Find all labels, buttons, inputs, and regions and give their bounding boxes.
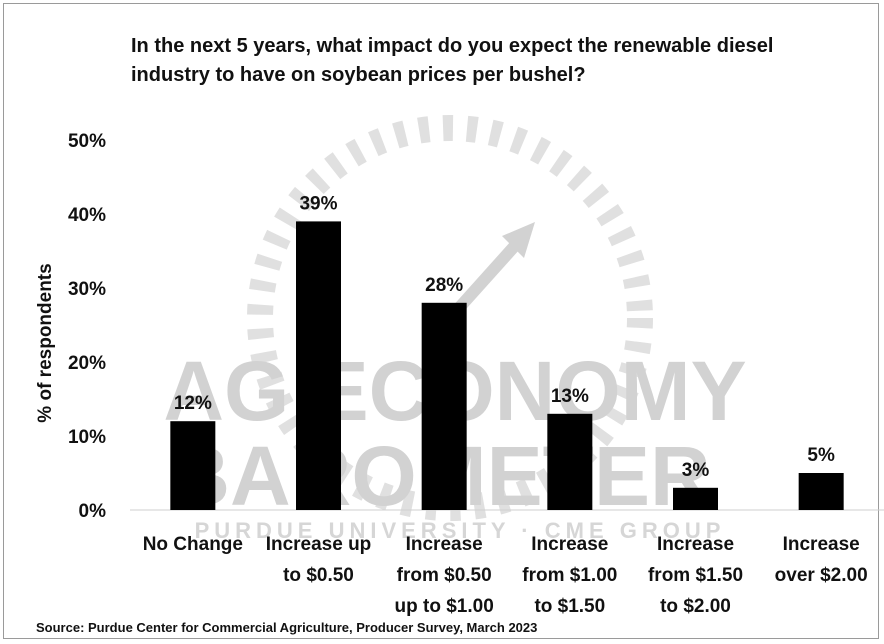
data-label: 12%	[174, 393, 212, 414]
data-label: 3%	[682, 460, 710, 481]
category-label: Increase up to $0.50	[266, 534, 372, 586]
bar	[421, 302, 467, 510]
category-label-line: No Change	[143, 534, 243, 555]
chart-title: In the next 5 years, what impact do you …	[131, 35, 774, 86]
watermark-line3: PURDUE UNIVERSITY · CME GROUP	[195, 518, 726, 543]
watermark-dial	[247, 115, 653, 521]
source-note: Source: Purdue Center for Commercial Agr…	[36, 620, 538, 635]
category-labels: No Change Increase up to $0.50 Increase from…	[143, 534, 868, 617]
category-label-line: from $1.00	[522, 565, 617, 586]
watermark-arrowhead	[502, 222, 535, 258]
data-label: 39%	[299, 193, 337, 214]
bar	[296, 221, 341, 510]
data-label: 28%	[425, 275, 463, 296]
y-tick-label: 50%	[68, 131, 106, 152]
category-label: Increase from $1.50 to $2.00	[648, 534, 743, 617]
bar	[547, 413, 593, 510]
y-tick-label: 10%	[68, 427, 106, 448]
category-label: Increase over $2.00	[775, 534, 868, 586]
y-tick-label: 0%	[79, 501, 107, 522]
category-label: Increase from $1.00 to $1.50	[522, 534, 617, 617]
category-label-line: over $2.00	[775, 565, 868, 586]
bar	[673, 487, 718, 510]
data-label: 13%	[551, 386, 589, 407]
category-label-line: to $2.00	[660, 596, 731, 617]
category-label-line: to $1.50	[534, 596, 605, 617]
category-label-line: Increase up	[266, 534, 372, 555]
data-labels: 12% 39% 28% 13% 3% 5%	[174, 193, 835, 480]
category-label-line: Increase	[657, 534, 734, 555]
bar	[798, 473, 844, 510]
y-tick-label: 20%	[68, 353, 106, 374]
category-label-line: from $0.50	[397, 565, 492, 586]
category-label: No Change	[143, 534, 243, 555]
category-label-line: to $0.50	[283, 565, 354, 586]
category-label-line: from $1.50	[648, 565, 743, 586]
category-label-line: Increase	[783, 534, 860, 555]
y-tick-labels: 0% 10% 20% 30% 40% 50%	[68, 131, 106, 522]
bars	[170, 221, 844, 510]
y-axis-label: % of respondents	[35, 263, 56, 422]
category-label-line: Increase	[531, 534, 608, 555]
category-label-line: Increase	[406, 534, 483, 555]
bar	[170, 421, 216, 510]
category-label: Increase from $0.50 up to $1.00	[395, 534, 494, 617]
data-label: 5%	[807, 445, 835, 466]
y-tick-label: 30%	[68, 279, 106, 300]
y-tick-label: 40%	[68, 205, 106, 226]
category-label-line: up to $1.00	[395, 596, 494, 617]
